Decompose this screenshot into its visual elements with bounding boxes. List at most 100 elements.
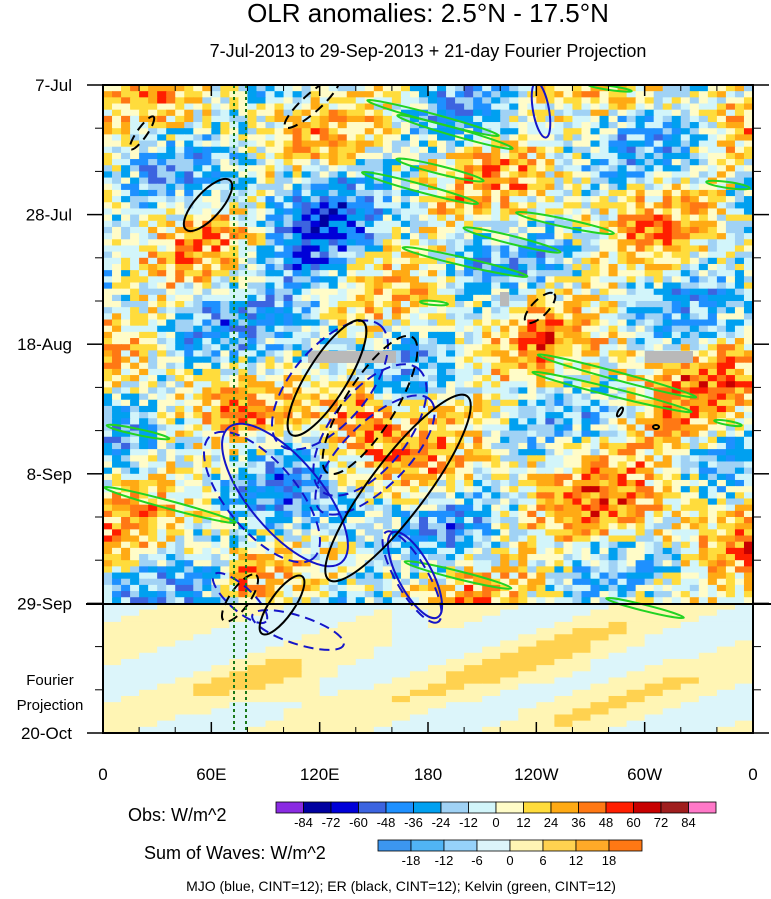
obs-cell (644, 436, 655, 444)
obs-cell (689, 128, 700, 135)
obs-cell (617, 202, 628, 210)
obs-cell (635, 430, 646, 438)
obs-cell (554, 498, 565, 506)
obs-cell (265, 85, 276, 92)
obs-cell (446, 325, 456, 333)
obs-cell (220, 405, 230, 413)
obs-cell (256, 202, 267, 210)
obs-cell (716, 115, 727, 123)
obs-cell (157, 492, 167, 500)
obs-cell (130, 356, 140, 364)
obs-cell (680, 152, 691, 160)
obs-cell (121, 257, 131, 265)
obs-cell (310, 233, 321, 240)
obs-cell (418, 270, 429, 277)
obs-cell (455, 276, 465, 284)
obs-cell (283, 245, 294, 253)
obs-cell (473, 103, 483, 111)
obs-cell (139, 276, 149, 284)
obs-cell (527, 109, 537, 117)
obs-cell (572, 301, 583, 308)
obs-cell (112, 442, 122, 450)
obs-cell (373, 393, 384, 401)
obs-cell (373, 331, 384, 339)
obs-cell (689, 270, 700, 277)
obs-cell (671, 368, 682, 376)
obs-cell (455, 418, 465, 426)
obs-cell (743, 319, 753, 327)
obs-cell (509, 220, 519, 228)
obs-cell (139, 424, 149, 432)
obs-cell (139, 449, 149, 456)
obs-cell (292, 399, 303, 407)
obs-cell (166, 270, 176, 277)
obs-cell (112, 226, 122, 234)
obs-cell (491, 473, 501, 481)
obs-cell (364, 202, 375, 210)
obs-cell (644, 319, 655, 327)
obs-cell (608, 418, 619, 426)
obs-cell (364, 338, 375, 345)
obs-cell (473, 338, 483, 345)
obs-cell (455, 202, 465, 210)
obs-cell (707, 461, 718, 469)
obs-cell (437, 177, 447, 185)
obs-cell (491, 319, 501, 327)
obs-cell (464, 442, 474, 450)
obs-cell (689, 301, 700, 308)
obs-cell (572, 91, 583, 98)
obs-cell (464, 313, 474, 321)
obs-cell (382, 282, 393, 290)
obs-cell (725, 338, 736, 345)
obs-cell (193, 510, 203, 518)
obs-cell (310, 214, 321, 222)
obs-cell (247, 189, 258, 197)
obs-cell (725, 152, 736, 160)
obs-cell (455, 449, 465, 456)
obs-cell (247, 412, 258, 419)
obs-cell (680, 220, 691, 228)
obs-cell (428, 344, 438, 351)
obs-cell (563, 196, 574, 203)
obs-cell (220, 430, 230, 438)
obs-cell (617, 338, 628, 345)
obs-cell (112, 473, 122, 481)
obs-cell (482, 270, 492, 277)
obs-cell (229, 165, 240, 172)
obs-cell (572, 214, 583, 222)
obs-cell (464, 449, 474, 456)
obs-cell (202, 171, 212, 179)
obs-cell (698, 282, 709, 290)
obs-cell (103, 313, 113, 321)
obs-cell (382, 449, 393, 456)
obs-cell (518, 325, 528, 333)
obs-cell (373, 134, 384, 142)
obs-cell (572, 294, 583, 302)
obs-cell (671, 177, 682, 185)
obs-cell (130, 455, 140, 463)
obs-cell (130, 307, 140, 314)
obs-cell (500, 257, 510, 265)
obs-cell (382, 122, 393, 129)
obs-cell (671, 214, 682, 222)
obs-cell (563, 399, 574, 407)
obs-cell (211, 455, 221, 463)
obs-cell (130, 140, 140, 148)
obs-cell (563, 467, 574, 475)
obs-cell (328, 152, 339, 160)
obs-cell (518, 442, 528, 450)
obs-cell (157, 498, 167, 506)
obs-cell (464, 239, 474, 247)
obs-cell (391, 177, 402, 185)
obs-cell (437, 350, 447, 358)
obs-cell (202, 442, 212, 450)
obs-cell (527, 226, 537, 234)
obs-cell (337, 257, 348, 265)
obs-cell (175, 122, 185, 129)
obs-cell (373, 307, 384, 314)
obs-cell (455, 214, 465, 222)
obs-cell (644, 276, 655, 284)
obs-cell (184, 245, 194, 253)
obs-cell (265, 109, 276, 117)
obs-cell (418, 479, 429, 487)
